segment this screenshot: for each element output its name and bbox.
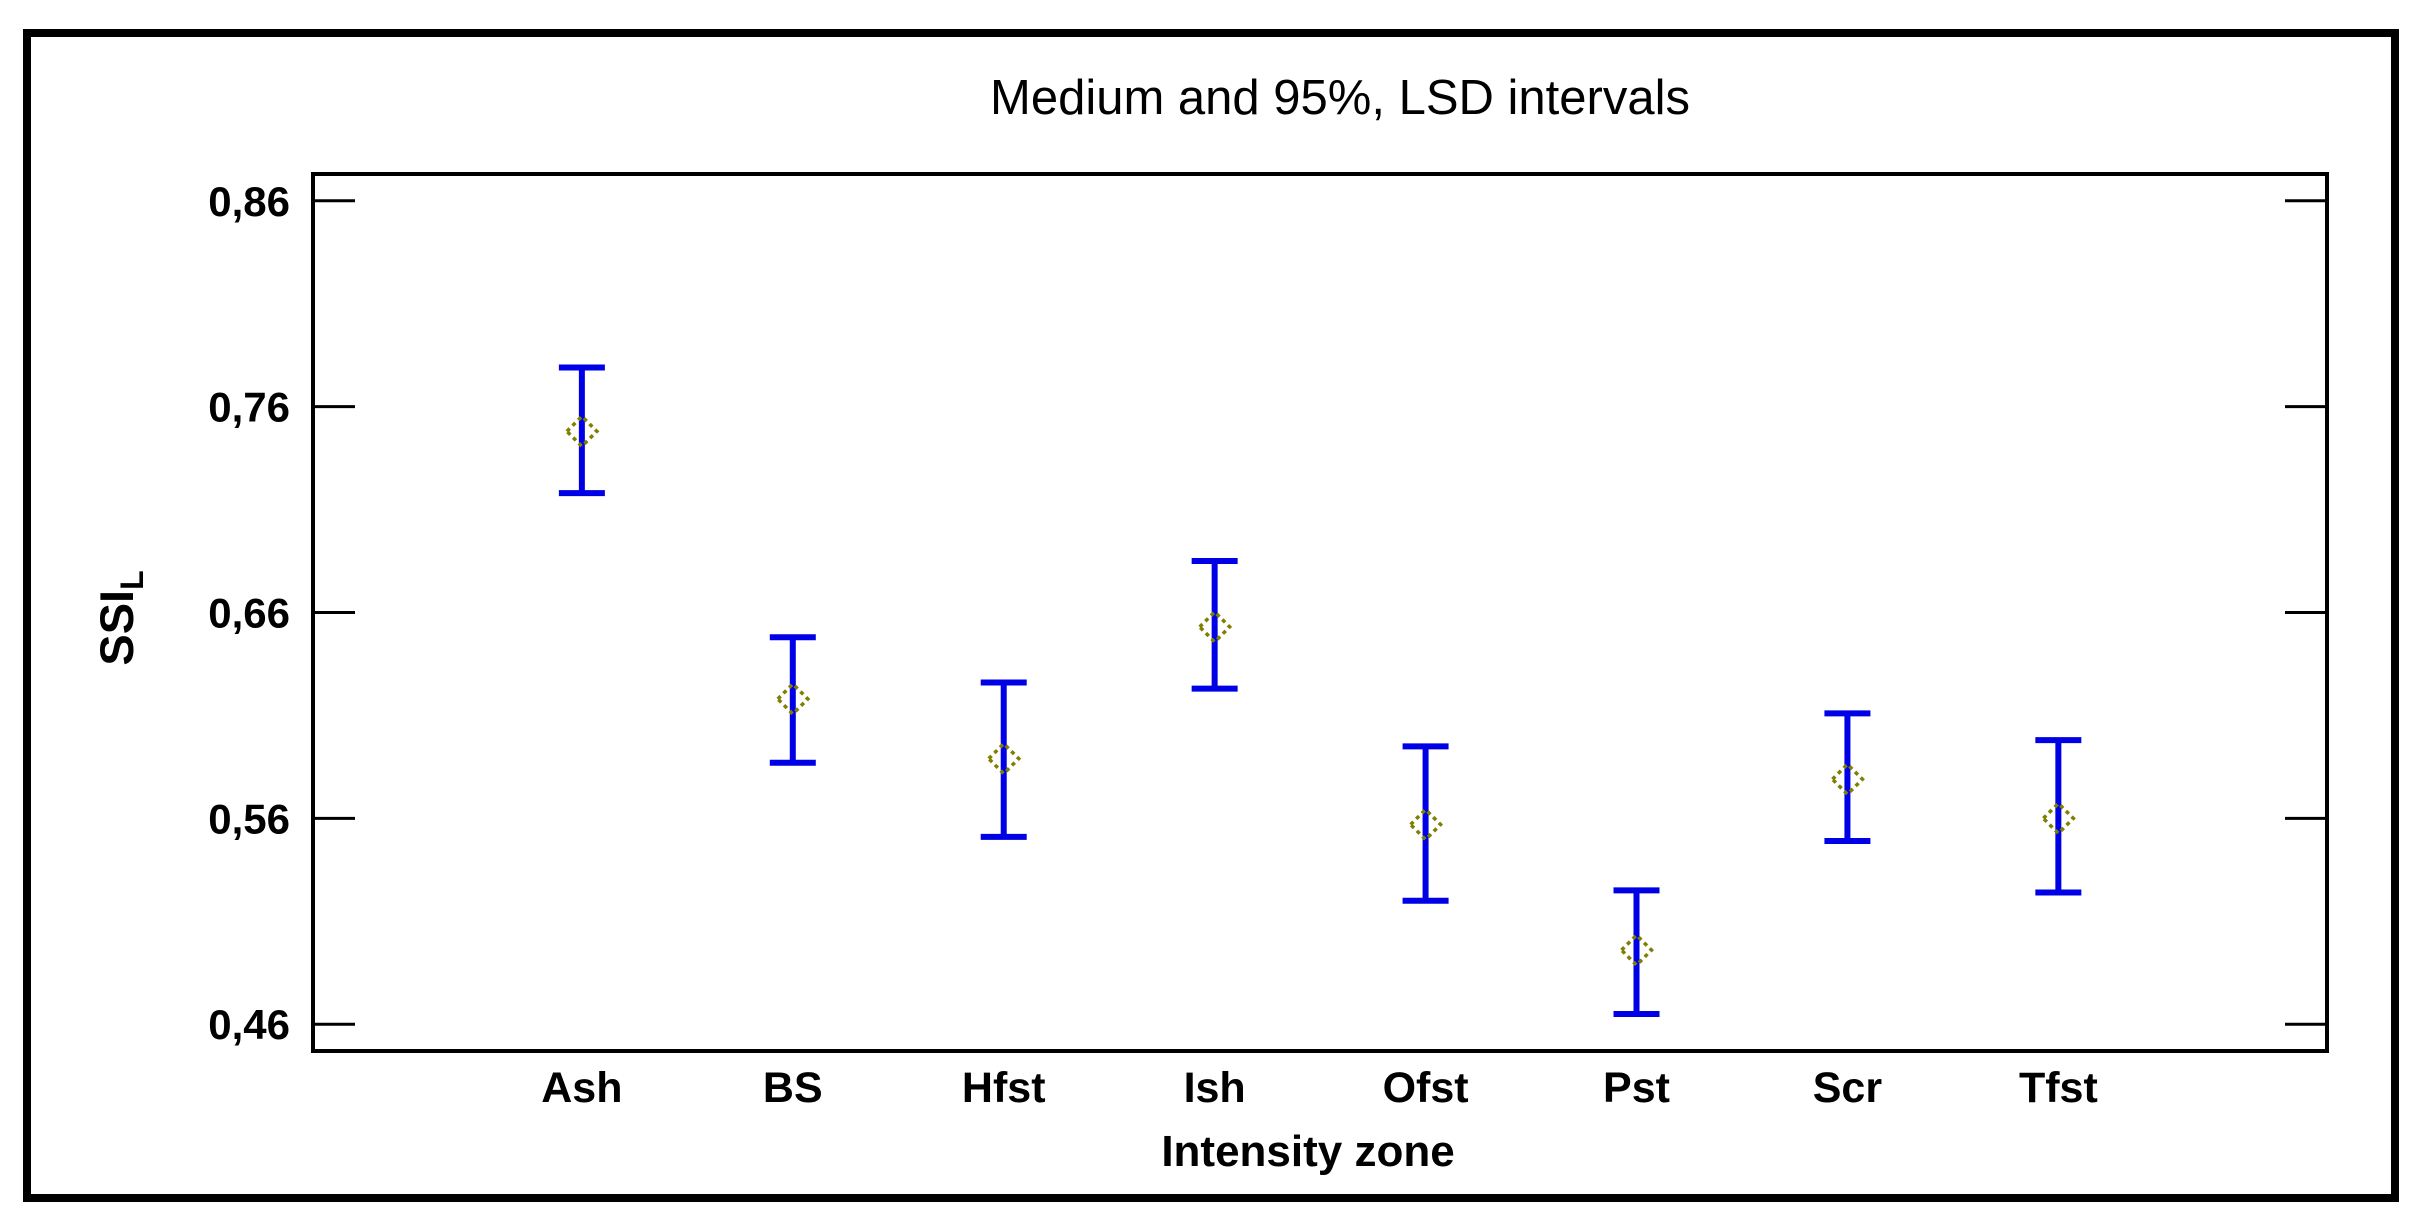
mean-marker-Ofst <box>1408 807 1444 843</box>
x-tick-label-Scr: Scr <box>1813 1064 1883 1112</box>
y-tick-label: 0,76 <box>208 384 290 431</box>
y-tick-label: 0,56 <box>208 795 290 842</box>
mean-marker-Ish <box>1197 609 1233 645</box>
chart-title: Medium and 95%, LSD intervals <box>990 71 1690 125</box>
x-tick-label-Ofst: Ofst <box>1383 1064 1469 1112</box>
mean-marker-Ash <box>564 413 600 449</box>
mean-marker-BS <box>775 681 811 717</box>
y-tick-label: 0,66 <box>208 590 290 637</box>
y-tick-label: 0,86 <box>208 178 290 225</box>
mean-marker-Tfst <box>2040 800 2076 836</box>
x-tick-label-Ash: Ash <box>541 1064 622 1112</box>
x-tick-label-Tfst: Tfst <box>2019 1064 2098 1112</box>
x-tick-label-Pst: Pst <box>1603 1064 1670 1112</box>
x-tick-label-BS: BS <box>763 1064 823 1112</box>
figure-border <box>23 29 2399 1202</box>
x-axis-title: Intensity zone <box>1161 1127 1455 1176</box>
plot-frame <box>311 172 2329 1053</box>
y-tick-label: 0,46 <box>208 1001 290 1048</box>
mean-marker-Hfst <box>986 741 1022 777</box>
x-tick-label-Hfst: Hfst <box>962 1064 1046 1112</box>
mean-marker-Pst <box>1619 932 1654 968</box>
x-tick-label-Ish: Ish <box>1184 1064 1246 1112</box>
mean-marker-Scr <box>1829 761 1865 797</box>
